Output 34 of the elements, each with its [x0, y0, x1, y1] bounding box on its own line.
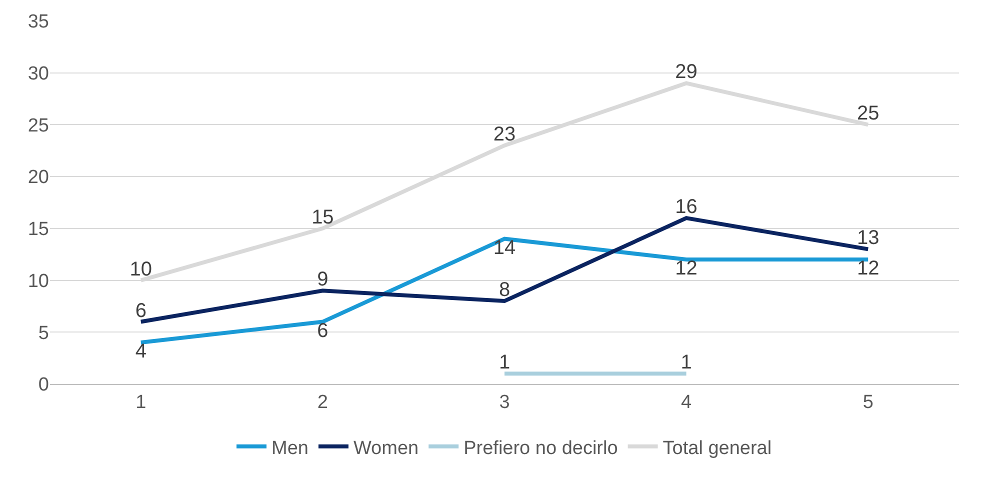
data-label: 14	[493, 236, 516, 259]
x-tick-label: 3	[499, 392, 510, 413]
data-label: 12	[856, 258, 880, 280]
data-label: 4	[135, 340, 146, 363]
data-label: 15	[312, 206, 334, 228]
data-label: 12	[675, 258, 698, 280]
data-label: 10	[130, 258, 152, 280]
y-tick-label: 5	[38, 322, 49, 344]
data-label: 1	[498, 352, 510, 374]
y-tick-label: 35	[28, 12, 49, 33]
legend-label: Men	[272, 438, 308, 459]
y-tick-label: 0	[38, 374, 49, 396]
data-label: 13	[856, 227, 880, 250]
y-tick-label: 25	[28, 115, 49, 136]
data-label: 6	[135, 300, 146, 322]
legend-label: Women	[353, 438, 419, 459]
data-label: 29	[675, 61, 698, 84]
data-label: 8	[498, 279, 510, 302]
y-tick-label: 20	[28, 167, 49, 188]
data-label: 1	[680, 352, 692, 374]
data-label: 23	[493, 123, 516, 146]
data-label: 16	[675, 196, 698, 218]
legend-label: Prefiero no decirlo	[464, 438, 618, 459]
y-tick-label: 10	[28, 270, 49, 292]
x-tick-label: 5	[862, 392, 874, 413]
y-tick-label: 30	[28, 64, 49, 85]
legend-label: Total general	[662, 438, 772, 459]
data-label: 25	[856, 102, 880, 125]
x-tick-label: 2	[317, 392, 328, 413]
data-label: 6	[317, 320, 328, 342]
x-tick-label: 1	[136, 392, 146, 413]
y-tick-label: 15	[28, 219, 49, 240]
data-label: 9	[317, 268, 328, 291]
x-tick-label: 4	[681, 392, 692, 413]
